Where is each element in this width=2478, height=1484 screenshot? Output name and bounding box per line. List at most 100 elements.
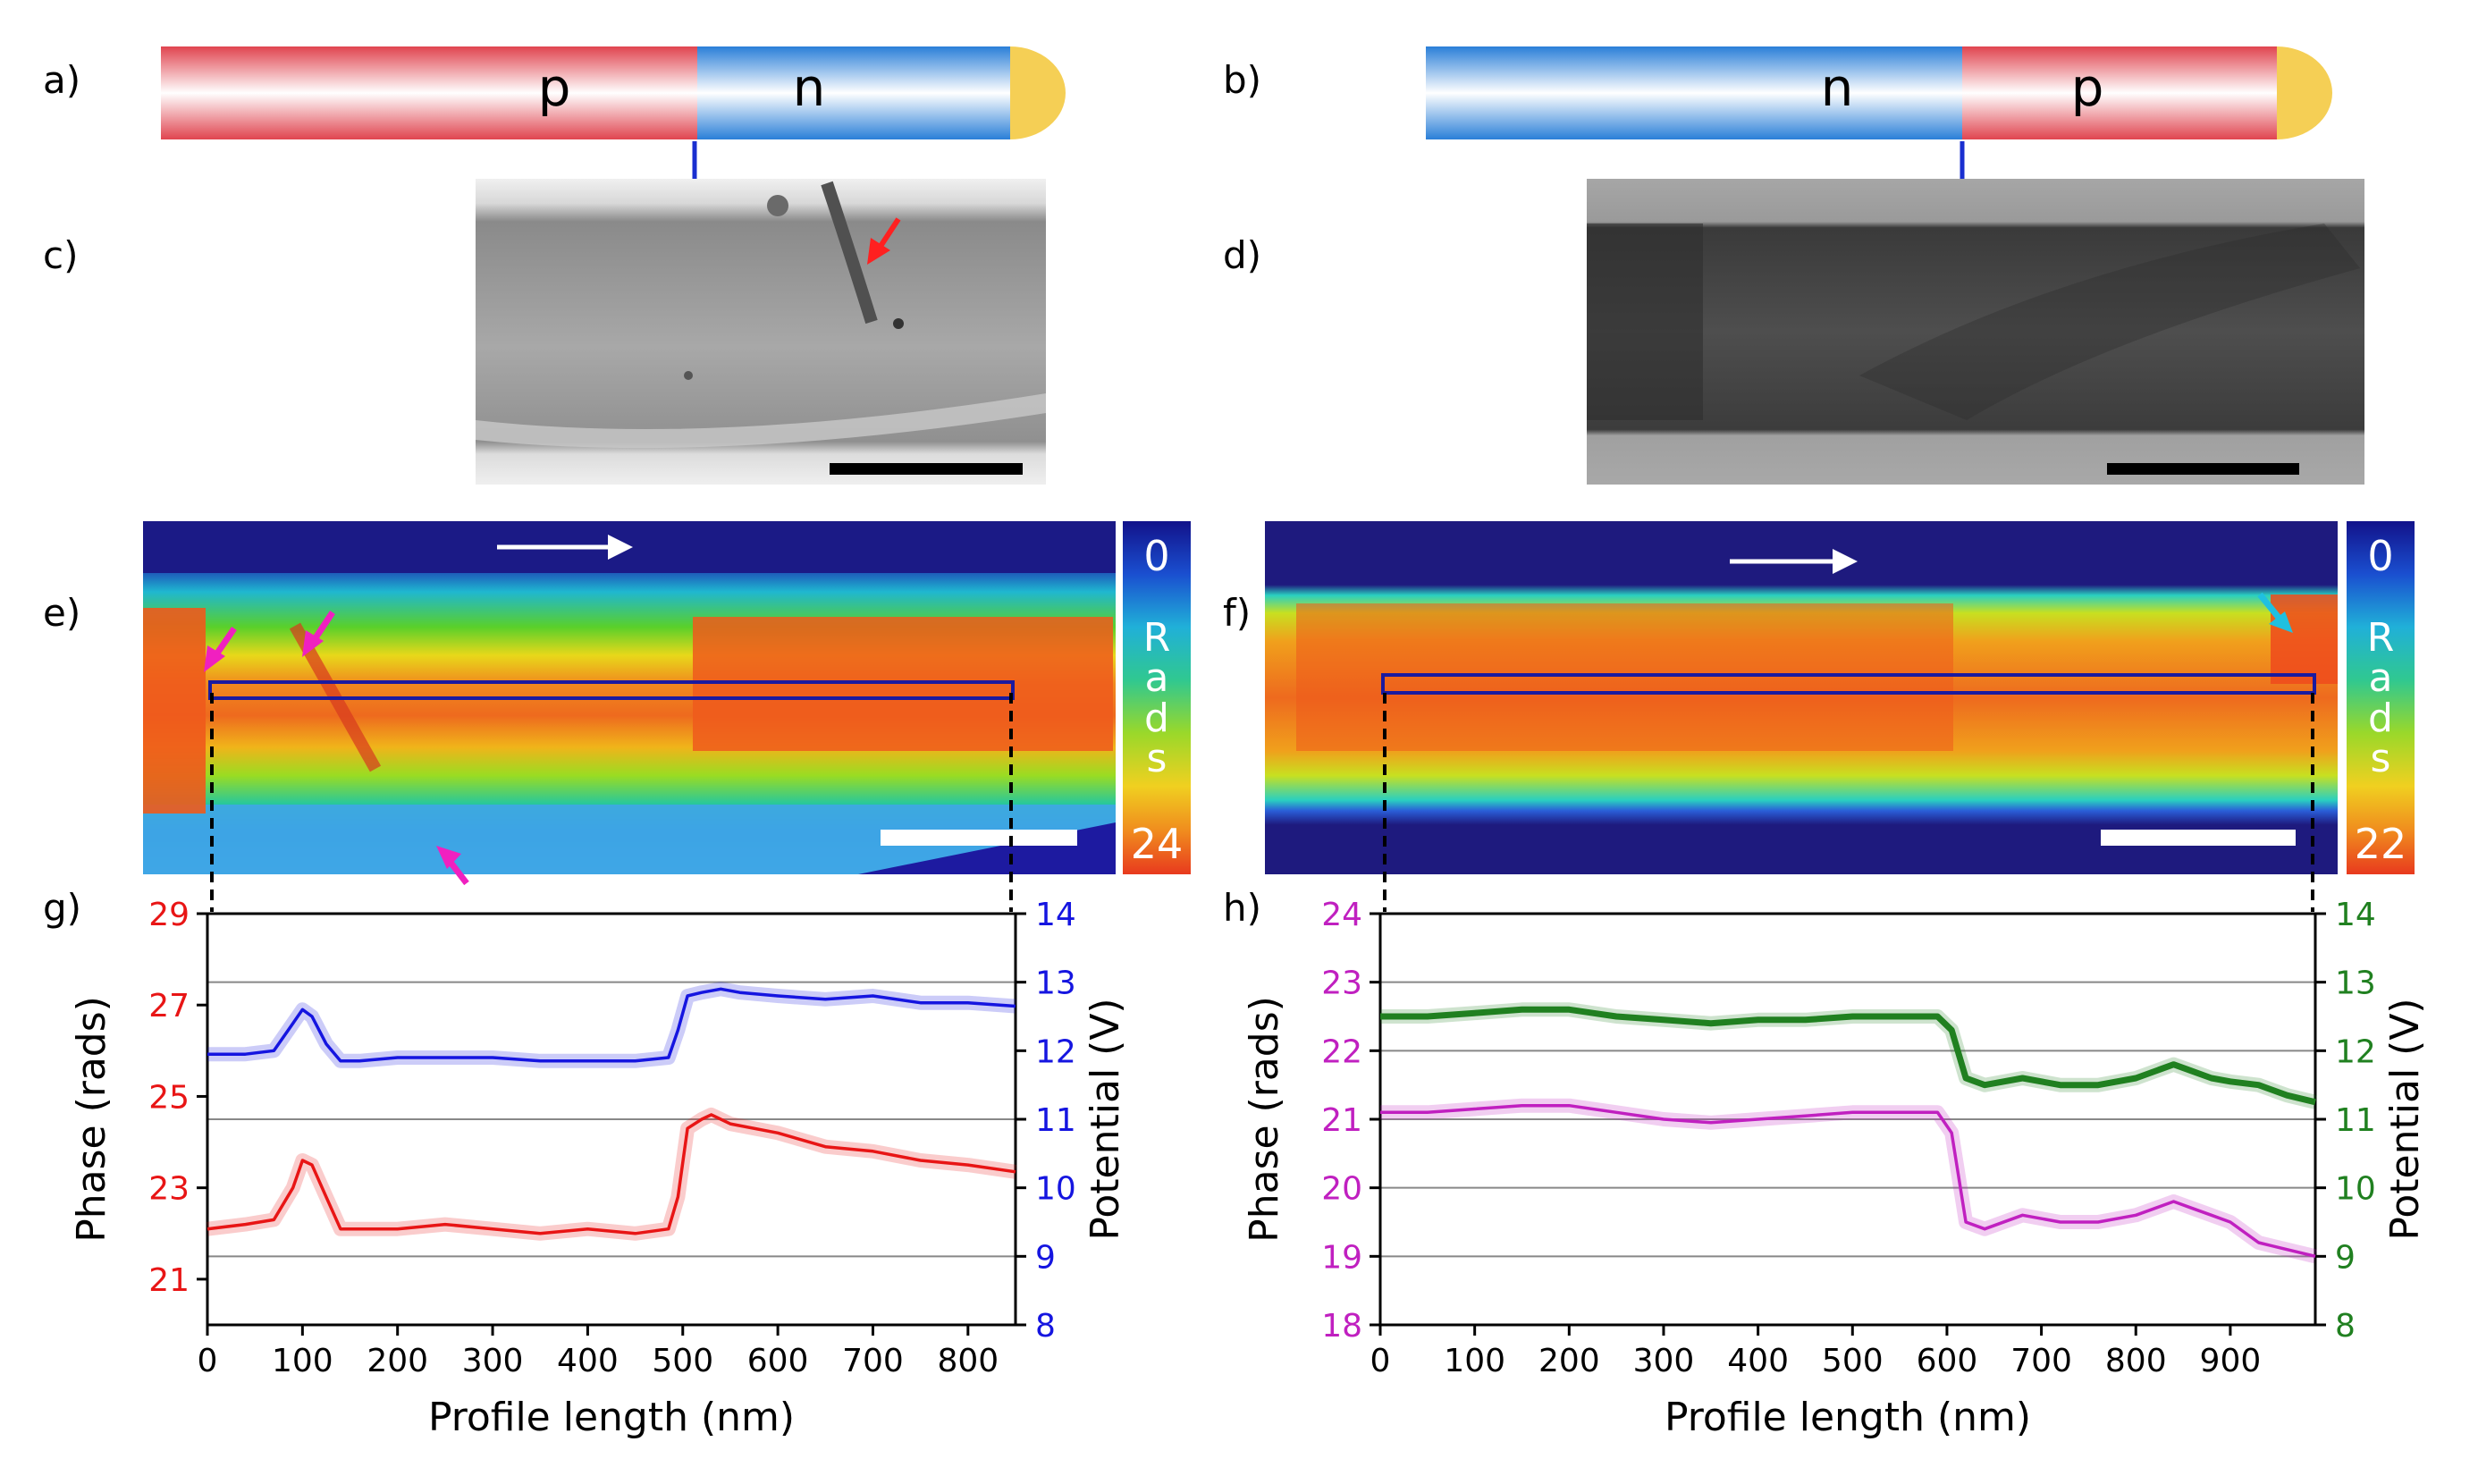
xtick-label-h-8: 800 (2105, 1343, 2167, 1379)
xlabel-g: Profile length (nm) (428, 1395, 795, 1440)
phase-map-e (143, 521, 1116, 886)
p-segment (161, 46, 697, 139)
series-line-g-potential (207, 987, 1016, 1063)
colorbar-e-letter-2: a (1145, 655, 1169, 701)
ytick-right-label-h-6: 14 (2335, 897, 2376, 933)
profile-box-e (208, 680, 1015, 700)
series-line-g-phase (206, 1113, 1016, 1235)
xtick-label-g-0: 0 (198, 1343, 218, 1379)
series-band-h-0 (1380, 1098, 2317, 1264)
ytick-right-label-g-4: 12 (1035, 1033, 1076, 1070)
white-arrowhead-f (1833, 549, 1858, 574)
magenta-arrow-3 (436, 846, 469, 886)
colorbar-e-top: 0 (1143, 532, 1169, 580)
phase-map-f (1265, 521, 2338, 874)
scale-bar-c (830, 463, 1023, 475)
gold-cap-b (2277, 46, 2332, 139)
ytick-right-label-g-3: 11 (1035, 1102, 1076, 1139)
panel-label-h: h) (1223, 886, 1261, 930)
ytick-left-label-g-0: 21 (148, 1262, 190, 1299)
ytick-right-label-h-4: 12 (2335, 1033, 2376, 1070)
colorbar-f-letter-3: d (2368, 696, 2393, 741)
xtick-label-h-6: 600 (1917, 1343, 1978, 1379)
panel-label-b: b) (1223, 58, 1261, 102)
colorbar-f-top: 0 (2367, 532, 2393, 580)
magenta-arrow-2 (302, 611, 335, 657)
chart-g: 0 100 200 300 400 500 600 700 800 21 23 25 27 29 8 9 10 1… (69, 897, 1128, 1440)
ytick-left-label-h-4: 22 (1321, 1033, 1362, 1070)
panel-label-f: f) (1223, 591, 1251, 635)
ytick-right-label-g-2: 10 (1035, 1171, 1076, 1208)
colorbar-e-letter-3: d (1144, 696, 1169, 741)
ytick-left-label-h-6: 24 (1321, 897, 1362, 933)
n-segment (697, 46, 1010, 139)
xtick-label-g-8: 800 (937, 1343, 999, 1379)
ytick-left-label-h-5: 23 (1321, 965, 1362, 1002)
catalyst-particle (821, 181, 878, 325)
xtick-label-h-5: 500 (1822, 1343, 1884, 1379)
schematic-a: p n (161, 46, 1066, 206)
colorbar-e-bottom: 24 (1131, 820, 1184, 868)
p-segment-b (1962, 46, 2277, 139)
ytick-right-label-h-0: 8 (2335, 1308, 2356, 1345)
gold-cap (1010, 46, 1066, 139)
xtick-label-g-6: 600 (747, 1343, 809, 1379)
scale-bar-f (2101, 830, 2296, 846)
magenta-arrow-1 (204, 627, 237, 672)
label-n-b: n (1821, 57, 1854, 118)
ytick-right-label-g-0: 8 (1035, 1308, 1056, 1345)
panel-label-e: e) (43, 591, 80, 635)
ylabel-left-g: Phase (rads) (69, 996, 114, 1243)
panel-label-a: a) (43, 58, 80, 102)
label-p: p (538, 57, 571, 118)
ytick-right-label-g-5: 13 (1035, 965, 1076, 1002)
label-n: n (793, 57, 826, 118)
colorbar-f-letter-1: R (2367, 615, 2395, 661)
chart-h: 0 100 200 300 400 500 600 700 800 900 18 19 20 21 22 23… (1242, 897, 2428, 1440)
ytick-right-label-h-3: 11 (2335, 1102, 2376, 1139)
panel-label-c: c) (43, 233, 78, 277)
cyan-arrow (2257, 592, 2293, 633)
ytick-left-label-h-0: 18 (1321, 1308, 1362, 1345)
xtick-label-h-9: 900 (2200, 1343, 2262, 1379)
tem-image-c (476, 179, 1046, 485)
white-arrowhead (608, 535, 633, 560)
panel-label-d: d) (1223, 233, 1261, 277)
ylabel-right-h: Potential (V) (2382, 998, 2428, 1240)
ytick-left-label-h-3: 21 (1321, 1102, 1362, 1139)
xtick-label-g-1: 100 (272, 1343, 333, 1379)
ylabel-right-g: Potential (V) (1083, 998, 1128, 1240)
scale-bar-d (2107, 463, 2299, 475)
xlabel-h: Profile length (nm) (1665, 1395, 2031, 1440)
ytick-left-label-h-2: 20 (1321, 1171, 1362, 1208)
xtick-label-g-3: 300 (462, 1343, 524, 1379)
ytick-left-label-g-4: 29 (148, 897, 190, 933)
profile-box-f (1381, 673, 2316, 695)
xtick-label-h-0: 0 (1370, 1343, 1391, 1379)
colorbar-f-letter-2: a (2369, 655, 2393, 701)
ylabel-left-h: Phase (rads) (1242, 996, 1287, 1243)
ytick-left-label-g-3: 27 (148, 988, 190, 1024)
schematic-b: n p (1426, 46, 2332, 207)
xtick-label-h-3: 300 (1633, 1343, 1695, 1379)
colorbar-f: 0 R a d s 22 (2341, 521, 2415, 874)
red-arrowhead (867, 238, 890, 265)
xtick-label-h-4: 400 (1727, 1343, 1789, 1379)
xtick-label-g-5: 500 (652, 1343, 713, 1379)
ytick-right-label-h-1: 9 (2335, 1239, 2356, 1276)
label-p-b: p (2071, 57, 2104, 118)
xtick-label-g-4: 400 (557, 1343, 619, 1379)
colorbar-f-letter-4: s (2371, 736, 2391, 781)
xtick-label-h-7: 700 (2010, 1343, 2072, 1379)
colorbar-e-letter-4: s (1147, 736, 1167, 781)
colorbar-e: 0 R a d s 24 (1117, 521, 1191, 874)
colorbar-f-bottom: 22 (2355, 820, 2407, 868)
ytick-left-label-h-1: 19 (1321, 1239, 1362, 1276)
series-line-h-potential (1380, 1006, 2316, 1106)
ytick-left-label-g-2: 25 (148, 1079, 190, 1116)
xtick-label-h-1: 100 (1444, 1343, 1505, 1379)
colorbar-e-letter-1: R (1143, 615, 1171, 661)
series-band-h-1 (1380, 1002, 2317, 1109)
ytick-right-label-h-5: 13 (2335, 965, 2376, 1002)
n-segment-b (1426, 46, 1962, 139)
